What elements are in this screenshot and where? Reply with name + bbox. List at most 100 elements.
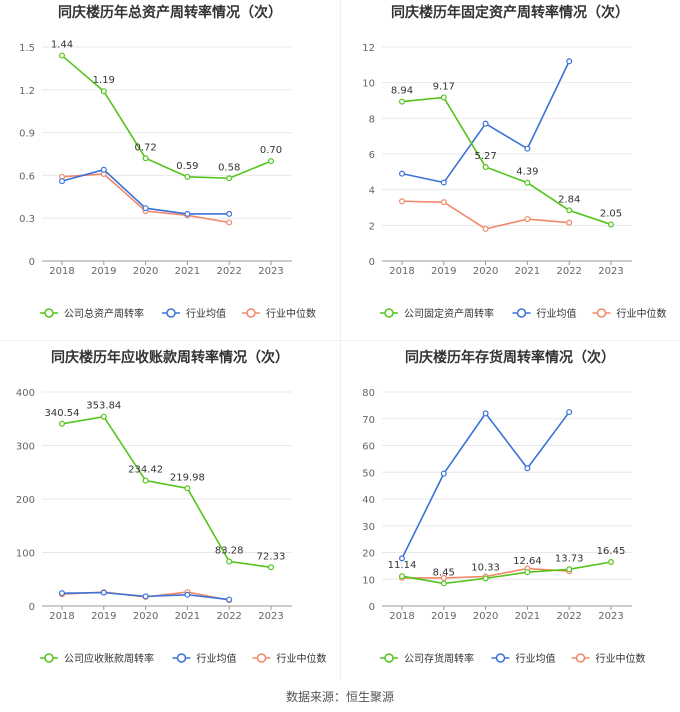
x-tick-label: 2023 bbox=[598, 266, 623, 277]
data-point-company bbox=[608, 221, 615, 228]
x-tick-label: 2022 bbox=[216, 611, 241, 622]
fixed-asset-turnover-chart: 同庆楼历年固定资产周转率情况（次） 0 2 4 6 8 10 12 2018 2019 2020 20… bbox=[340, 0, 680, 345]
data-label: 2.84 bbox=[558, 194, 580, 205]
legend-marker-avg bbox=[166, 308, 176, 318]
data-label: 340.54 bbox=[45, 408, 80, 419]
x-tick-label: 2019 bbox=[431, 611, 456, 622]
data-label: 8.94 bbox=[391, 86, 413, 97]
data-point-avg bbox=[524, 465, 531, 472]
receivables-turnover-chart: 同庆楼历年应收账款周转率情况（次） 0 100 200 300 400 2018 2019 20… bbox=[0, 345, 340, 690]
x-tick-label: 2023 bbox=[258, 266, 283, 277]
y-tick-label: 300 bbox=[16, 442, 35, 453]
data-point-company bbox=[608, 558, 615, 565]
y-tick-label: 0.9 bbox=[19, 129, 35, 140]
series-line-company bbox=[61, 415, 272, 569]
legend-label: 公司应收账款周转率 bbox=[64, 652, 154, 665]
data-point-avg bbox=[226, 210, 233, 217]
data-point-median bbox=[440, 574, 447, 581]
legend-label: 行业中位数 bbox=[266, 307, 316, 320]
data-source-note: 数据来源：恒生聚源 bbox=[285, 690, 394, 704]
series-line-median bbox=[401, 200, 570, 230]
x-tick-label: 2020 bbox=[473, 611, 498, 622]
y-tick-label: 20 bbox=[362, 549, 375, 560]
data-point-avg bbox=[142, 205, 149, 212]
data-label: 12.64 bbox=[513, 556, 542, 567]
data-point-median bbox=[524, 216, 531, 223]
y-tick-label: 6 bbox=[369, 150, 375, 161]
x-tick-label: 2020 bbox=[473, 266, 498, 277]
data-point-company bbox=[100, 413, 107, 420]
data-point-median bbox=[566, 219, 573, 226]
legend-label: 行业均值 bbox=[516, 652, 556, 665]
data-point-avg bbox=[100, 589, 107, 596]
x-tick-label: 2021 bbox=[515, 611, 540, 622]
data-point-company bbox=[482, 164, 489, 171]
y-tick-label: 200 bbox=[16, 495, 35, 506]
x-tick-label: 2021 bbox=[175, 611, 200, 622]
legend-label: 公司存货周转率 bbox=[404, 652, 474, 665]
legend-label: 行业均值 bbox=[186, 307, 226, 320]
data-point-avg bbox=[226, 596, 233, 603]
chart-svg: 同庆楼历年存货周转率情况（次） 0 10 20 30 40 50 60 70 80 2018 2019… bbox=[362, 349, 646, 665]
y-tick-label: 12 bbox=[362, 43, 375, 54]
x-tick-label: 2018 bbox=[389, 266, 414, 277]
data-point-company bbox=[226, 175, 233, 182]
series-line-avg bbox=[401, 411, 570, 559]
legend-label: 公司总资产周转率 bbox=[64, 307, 144, 320]
data-point-company bbox=[524, 569, 531, 576]
data-label: 0.72 bbox=[134, 142, 156, 153]
data-label: 83.28 bbox=[215, 545, 244, 556]
data-point-company bbox=[566, 566, 573, 573]
data-point-company bbox=[184, 173, 191, 180]
legend-label: 行业均值 bbox=[197, 652, 237, 665]
data-point-company bbox=[268, 158, 275, 165]
series-line-median bbox=[61, 173, 230, 224]
y-tick-label: 10 bbox=[362, 79, 375, 90]
y-tick-label: 400 bbox=[16, 388, 35, 399]
data-point-company bbox=[398, 98, 405, 105]
y-tick-label: 0.6 bbox=[19, 171, 35, 182]
data-point-company bbox=[398, 573, 405, 580]
legend-label: 行业均值 bbox=[537, 307, 577, 320]
data-point-median bbox=[398, 198, 405, 205]
data-point-company bbox=[184, 485, 191, 492]
x-tick-label: 2019 bbox=[91, 266, 116, 277]
chart-title: 同庆楼历年应收账款周转率情况（次） bbox=[51, 349, 289, 366]
y-tick-label: 100 bbox=[16, 549, 35, 560]
y-tick-label: 60 bbox=[362, 442, 375, 453]
legend-label: 公司固定资产周转率 bbox=[404, 307, 494, 320]
legend-marker-median bbox=[575, 653, 586, 663]
data-label: 0.70 bbox=[260, 145, 282, 156]
data-point-avg bbox=[142, 593, 149, 600]
data-point-avg bbox=[398, 555, 405, 562]
x-tick-label: 2021 bbox=[175, 266, 200, 277]
data-label: 11.14 bbox=[388, 560, 417, 571]
data-label: 1.44 bbox=[51, 40, 73, 51]
y-tick-label: 1.5 bbox=[19, 43, 35, 54]
legend-label: 行业中位数 bbox=[596, 652, 646, 665]
data-label: 72.33 bbox=[257, 551, 286, 562]
data-point-avg bbox=[566, 58, 573, 65]
legend-label: 行业中位数 bbox=[617, 307, 667, 320]
data-point-avg bbox=[566, 409, 573, 416]
data-label: 10.33 bbox=[471, 562, 500, 573]
total-asset-turnover-chart: 同庆楼历年总资产周转率情况（次） 0 0.3 0.6 0.9 1.2 1.5 2018 2019… bbox=[0, 0, 340, 345]
x-tick-label: 2019 bbox=[91, 611, 116, 622]
legend-label: 行业中位数 bbox=[277, 652, 327, 665]
x-tick-label: 2022 bbox=[556, 611, 581, 622]
x-tick-label: 2018 bbox=[49, 611, 74, 622]
data-point-company bbox=[566, 207, 573, 214]
y-tick-label: 0 bbox=[369, 257, 375, 268]
data-point-avg bbox=[398, 170, 405, 177]
chart-svg: 同庆楼历年固定资产周转率情况（次） 0 2 4 6 8 10 12 2018 2019 2020 20… bbox=[362, 4, 667, 320]
y-tick-label: 4 bbox=[369, 186, 375, 197]
x-tick-label: 2022 bbox=[556, 266, 581, 277]
y-tick-label: 0 bbox=[369, 602, 375, 613]
legend-marker-median bbox=[246, 308, 256, 318]
legend-marker-company bbox=[44, 653, 54, 663]
data-point-company bbox=[142, 155, 149, 162]
legend-marker-company bbox=[44, 308, 54, 318]
x-tick-label: 2022 bbox=[216, 266, 241, 277]
legend-marker-avg bbox=[176, 653, 187, 663]
x-tick-label: 2020 bbox=[133, 611, 158, 622]
